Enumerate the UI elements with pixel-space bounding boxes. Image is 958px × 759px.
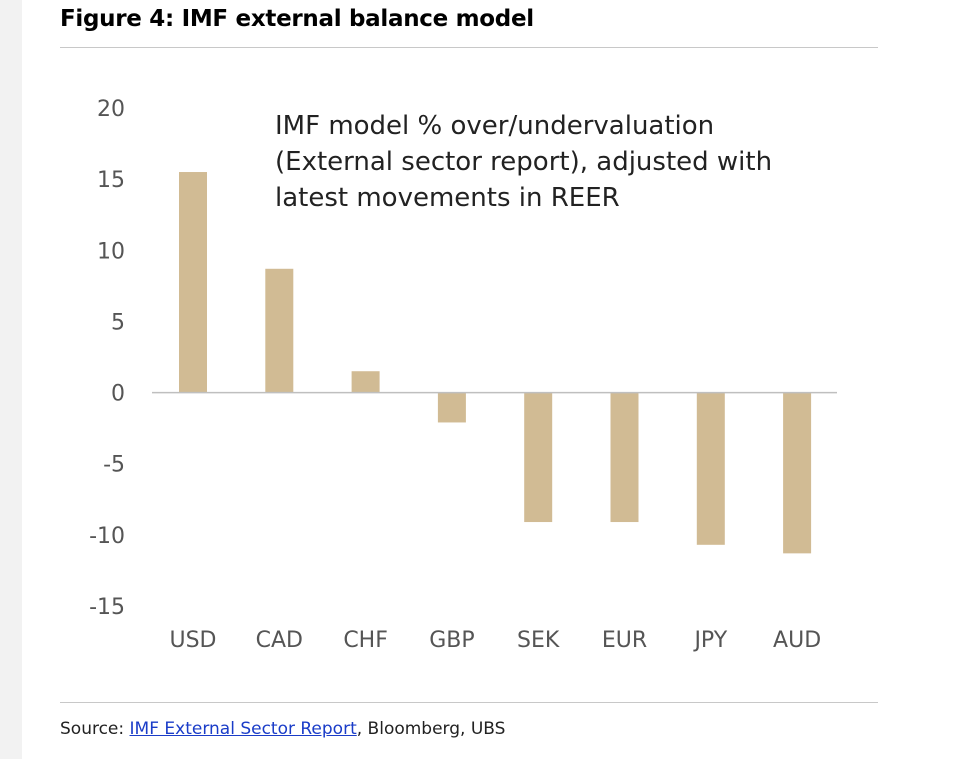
x-tick-label: USD — [169, 628, 216, 653]
bar-chf — [351, 371, 380, 393]
source-note: Source: IMF External Sector Report, Bloo… — [60, 719, 505, 739]
x-tick-label: EUR — [602, 628, 647, 653]
y-axis-ticks: 20 15 10 5 0 -5 -10 -15 — [89, 97, 125, 620]
bar-cad — [265, 268, 294, 393]
bars — [179, 172, 812, 554]
y-tick-label: -10 — [89, 524, 125, 549]
bar-usd — [179, 172, 207, 393]
y-tick-label: 0 — [111, 382, 125, 407]
x-axis-ticks: USD CAD CHF GBP SEK EUR JPY AUD — [169, 628, 821, 653]
title-divider — [60, 47, 878, 48]
bar-gbp — [437, 392, 466, 423]
y-tick-label: -15 — [89, 595, 125, 620]
figure-title: Figure 4: IMF external balance model — [60, 6, 534, 32]
y-tick-label: 5 — [111, 310, 125, 335]
y-tick-label: 20 — [97, 97, 125, 122]
x-tick-label: GBP — [429, 628, 474, 653]
source-prefix: Source: — [60, 719, 130, 739]
bar-chart: 20 15 10 5 0 -5 -10 -15 USD CAD CHF GBP SEK EUR JPY AU… — [89, 97, 837, 653]
footer-divider — [60, 702, 878, 703]
chart-annotation: IMF model % over/undervaluation (Externa… — [275, 111, 780, 213]
x-tick-label: JPY — [692, 628, 727, 653]
bar-aud — [783, 392, 812, 554]
annotation-line-2: (External sector report), adjusted with — [275, 147, 772, 177]
bar-sek — [524, 392, 553, 523]
annotation-line-1: IMF model % over/undervaluation — [275, 111, 714, 141]
figure-panel: Figure 4: IMF external balance model 20 1… — [22, 0, 958, 759]
x-tick-label: CHF — [343, 628, 388, 653]
bar-eur — [610, 392, 639, 523]
y-tick-label: -5 — [103, 453, 125, 478]
y-tick-label: 10 — [97, 239, 125, 264]
y-tick-label: 15 — [97, 168, 125, 193]
annotation-line-3: latest movements in REER — [275, 183, 620, 213]
source-suffix: , Bloomberg, UBS — [356, 719, 506, 739]
x-tick-label: CAD — [256, 628, 303, 653]
x-tick-label: AUD — [773, 628, 821, 653]
bar-jpy — [696, 392, 725, 545]
x-tick-label: SEK — [517, 628, 560, 653]
source-link[interactable]: IMF External Sector Report — [129, 719, 357, 739]
